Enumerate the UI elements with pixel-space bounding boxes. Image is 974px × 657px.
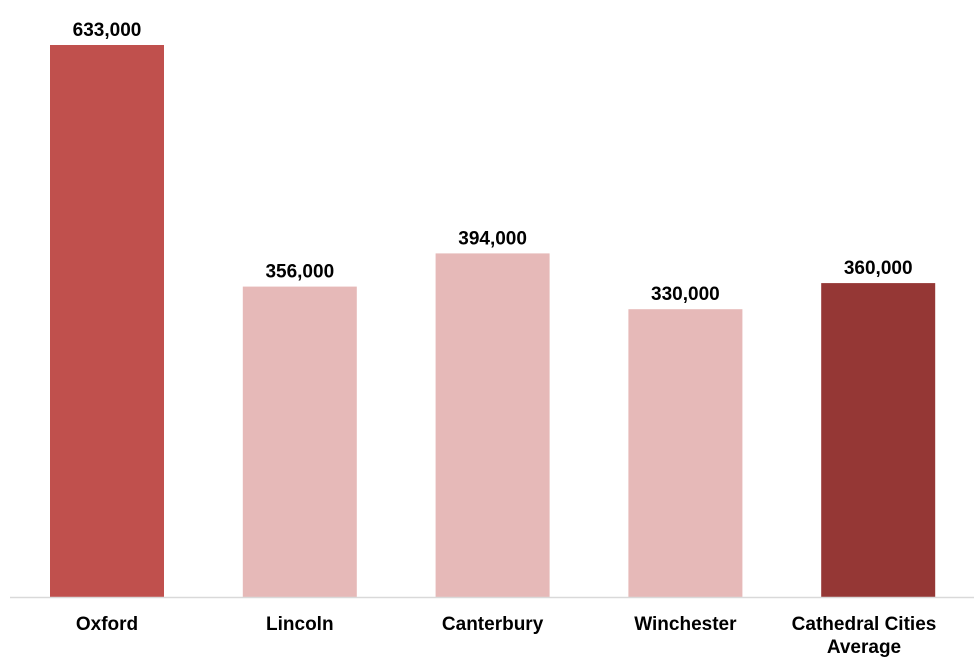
category-label-canterbury: Canterbury	[442, 614, 544, 635]
value-label-oxford: 633,000	[73, 20, 142, 41]
category-label-lincoln: Lincoln	[266, 614, 334, 635]
value-labels-group: 633,000 356,000 394,000 330,000 360,000	[73, 20, 913, 305]
bar-oxford	[50, 45, 164, 597]
category-labels-group: Oxford Lincoln Canterbury Winchester Cathedr…	[76, 614, 936, 657]
bar-cathedral-cities-average	[821, 283, 936, 597]
bar-canterbury	[435, 253, 550, 597]
bars-group	[50, 45, 936, 597]
category-label-oxford: Oxford	[76, 614, 138, 635]
category-label-winchester: Winchester	[634, 614, 737, 635]
value-label-cathedral-cities-average: 360,000	[844, 258, 913, 279]
value-label-lincoln: 356,000	[265, 262, 334, 283]
category-label-cathedral-cities-average: Cathedral Cities Average	[792, 614, 937, 657]
bar-lincoln	[242, 286, 357, 597]
bar-winchester	[628, 309, 743, 597]
value-label-canterbury: 394,000	[458, 228, 527, 249]
value-label-winchester: 330,000	[651, 284, 720, 305]
